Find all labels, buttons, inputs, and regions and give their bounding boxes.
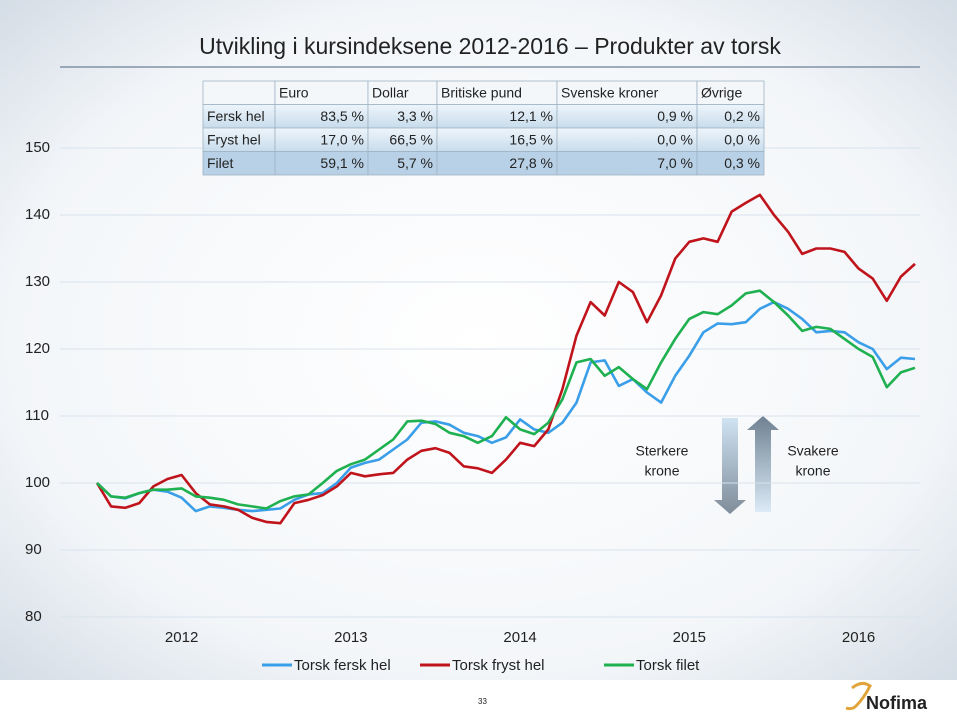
x-tick-label: 2014 xyxy=(503,629,536,646)
table-cell-value: 12,1 % xyxy=(509,108,553,124)
table-row-label: Fersk hel xyxy=(207,108,265,124)
table-cell-value: 0,9 % xyxy=(657,108,693,124)
table-header: Britiske pund xyxy=(441,84,522,100)
table-cell-value: 0,2 % xyxy=(724,108,760,124)
table-cell-value: 0,0 % xyxy=(724,131,760,147)
table-cell-value: 83,5 % xyxy=(320,108,364,124)
table-cell xyxy=(696,151,765,176)
table-header: Dollar xyxy=(372,84,409,100)
table-header: Øvrige xyxy=(701,84,742,100)
chart-title: Utvikling i kursindeksene 2012-2016 – Pr… xyxy=(199,33,781,59)
page-number: 33 xyxy=(478,697,487,706)
y-tick-label: 140 xyxy=(25,206,50,223)
y-tick-label: 110 xyxy=(25,407,49,424)
table-cell-value: 0,3 % xyxy=(724,155,760,171)
table-cell-value: 66,5 % xyxy=(389,131,433,147)
table-cell-value: 3,3 % xyxy=(397,108,433,124)
x-tick-label: 2013 xyxy=(334,629,367,646)
legend-label: Torsk fersk hel xyxy=(294,657,391,674)
y-tick-label: 90 xyxy=(25,541,42,558)
annotation: krone xyxy=(795,463,830,479)
x-tick-label: 2012 xyxy=(165,629,198,646)
x-tick-label: 2015 xyxy=(673,629,706,646)
annotation: Svakere xyxy=(787,443,839,459)
logo: Nofima xyxy=(866,693,928,713)
table-header: Svenske kroner xyxy=(561,84,659,100)
table-row-label: Filet xyxy=(207,155,234,171)
y-tick-label: 130 xyxy=(25,273,50,290)
table-cell-value: 5,7 % xyxy=(397,155,433,171)
legend-label: Torsk fryst hel xyxy=(452,657,545,674)
table-cell-value: 16,5 % xyxy=(509,131,553,147)
annotation: Sterkere xyxy=(636,443,689,459)
logo-mark xyxy=(845,681,872,711)
table-cell-value: 27,8 % xyxy=(509,155,553,171)
table: Euro Dollar Britiske pund Svenske kroner Øvr… xyxy=(202,80,765,176)
table-cell-value: 0,0 % xyxy=(657,131,693,147)
table-cell-value: 17,0 % xyxy=(320,131,364,147)
arrow-up xyxy=(747,416,779,512)
y-tick-label: 80 xyxy=(25,608,42,625)
table-cell-value: 59,1 % xyxy=(320,155,364,171)
table-cell-value: 7,0 % xyxy=(657,155,693,171)
table-row-label: Fryst hel xyxy=(207,131,261,147)
y-tick-label: 150 xyxy=(25,139,50,156)
annotation: krone xyxy=(644,463,679,479)
y-tick-label: 120 xyxy=(25,340,50,357)
arrow-down xyxy=(714,418,746,514)
table-cell xyxy=(202,80,276,105)
x-tick-label: 2016 xyxy=(842,629,875,646)
series-line xyxy=(95,193,916,525)
y-tick-label: 100 xyxy=(25,474,50,491)
series-line xyxy=(96,289,916,510)
table-header: Euro xyxy=(279,84,309,100)
legend-label: Torsk filet xyxy=(636,657,700,674)
